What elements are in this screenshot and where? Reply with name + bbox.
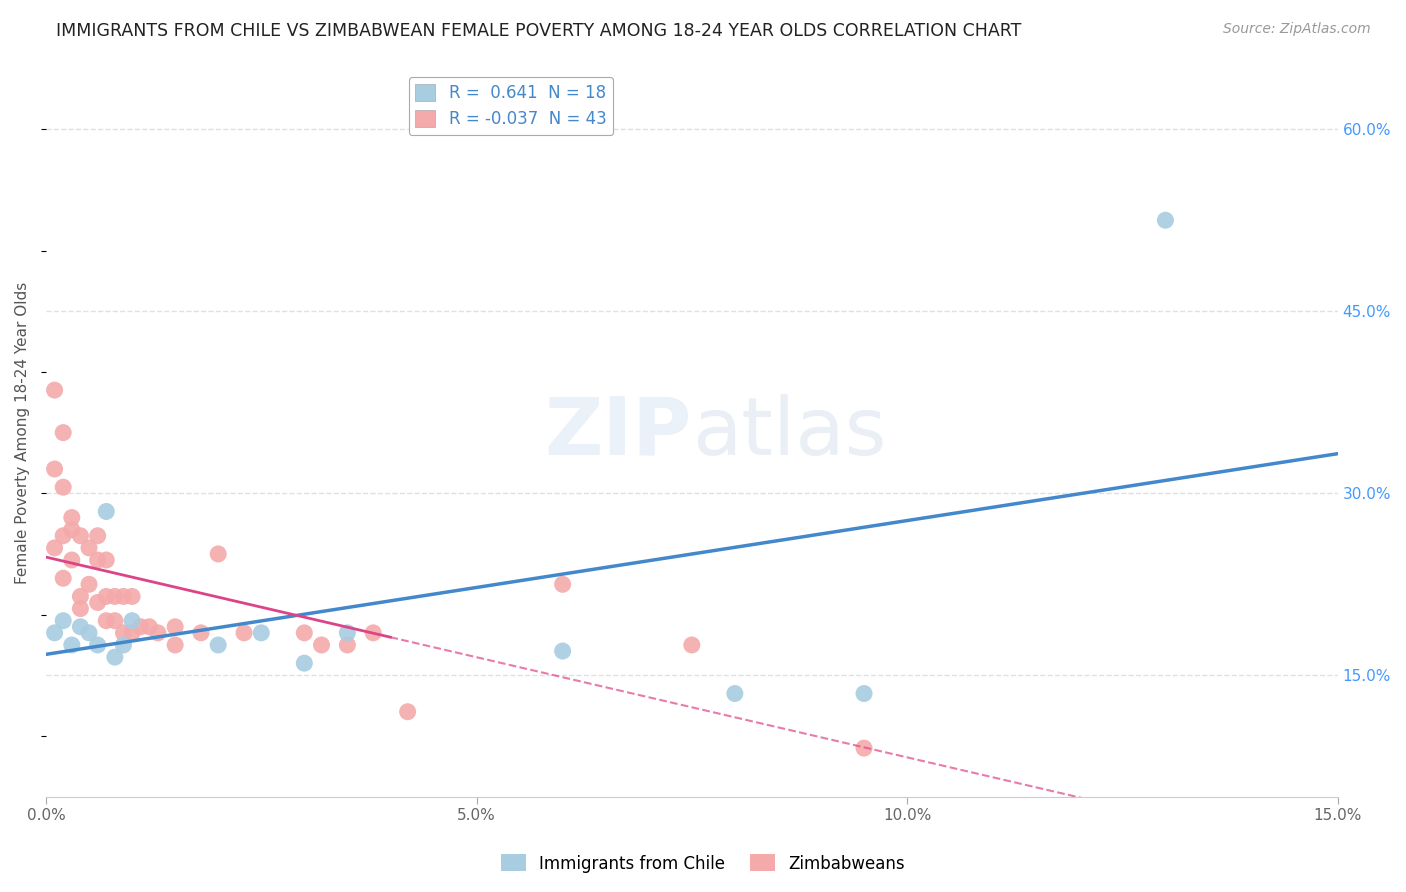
Point bbox=[96, 614, 118, 628]
Point bbox=[165, 620, 187, 634]
Point bbox=[96, 504, 118, 518]
Point bbox=[86, 553, 108, 567]
Point bbox=[121, 625, 143, 640]
Point bbox=[60, 638, 83, 652]
Point bbox=[60, 553, 83, 567]
Point bbox=[165, 638, 187, 652]
Point bbox=[86, 595, 108, 609]
Text: Source: ZipAtlas.com: Source: ZipAtlas.com bbox=[1223, 22, 1371, 37]
Point bbox=[52, 425, 75, 440]
Point bbox=[44, 541, 66, 555]
Point bbox=[60, 523, 83, 537]
Point bbox=[104, 590, 127, 604]
Point bbox=[336, 625, 359, 640]
Point bbox=[361, 625, 384, 640]
Point bbox=[86, 638, 108, 652]
Point bbox=[146, 625, 169, 640]
Point bbox=[96, 590, 118, 604]
Point bbox=[69, 590, 91, 604]
Point bbox=[112, 590, 135, 604]
Point bbox=[336, 638, 359, 652]
Point bbox=[44, 462, 66, 476]
Point bbox=[69, 601, 91, 615]
Point bbox=[52, 480, 75, 494]
Point bbox=[69, 620, 91, 634]
Y-axis label: Female Poverty Among 18-24 Year Olds: Female Poverty Among 18-24 Year Olds bbox=[15, 282, 30, 583]
Point bbox=[853, 686, 876, 700]
Text: IMMIGRANTS FROM CHILE VS ZIMBABWEAN FEMALE POVERTY AMONG 18-24 YEAR OLDS CORRELA: IMMIGRANTS FROM CHILE VS ZIMBABWEAN FEMA… bbox=[56, 22, 1022, 40]
Text: atlas: atlas bbox=[692, 393, 886, 472]
Point bbox=[112, 638, 135, 652]
Point bbox=[138, 620, 160, 634]
Point bbox=[77, 541, 100, 555]
Point bbox=[121, 614, 143, 628]
Point bbox=[44, 625, 66, 640]
Point bbox=[52, 614, 75, 628]
Point bbox=[121, 590, 143, 604]
Point bbox=[853, 741, 876, 756]
Point bbox=[52, 529, 75, 543]
Point bbox=[129, 620, 152, 634]
Point bbox=[77, 625, 100, 640]
Point bbox=[311, 638, 333, 652]
Point bbox=[396, 705, 419, 719]
Point bbox=[292, 625, 315, 640]
Point bbox=[60, 510, 83, 524]
Point bbox=[69, 529, 91, 543]
Text: ZIP: ZIP bbox=[544, 393, 692, 472]
Legend: Immigrants from Chile, Zimbabweans: Immigrants from Chile, Zimbabweans bbox=[494, 847, 912, 880]
Point bbox=[96, 553, 118, 567]
Point bbox=[681, 638, 703, 652]
Point bbox=[77, 577, 100, 591]
Point bbox=[724, 686, 747, 700]
Point bbox=[52, 571, 75, 585]
Point bbox=[190, 625, 212, 640]
Point bbox=[207, 638, 229, 652]
Point bbox=[292, 656, 315, 670]
Point bbox=[44, 383, 66, 397]
Point bbox=[233, 625, 256, 640]
Legend: R =  0.641  N = 18, R = -0.037  N = 43: R = 0.641 N = 18, R = -0.037 N = 43 bbox=[409, 77, 613, 135]
Point bbox=[104, 614, 127, 628]
Point bbox=[207, 547, 229, 561]
Point bbox=[112, 625, 135, 640]
Point bbox=[551, 644, 574, 658]
Point bbox=[104, 650, 127, 665]
Point bbox=[551, 577, 574, 591]
Point bbox=[1154, 213, 1177, 227]
Point bbox=[86, 529, 108, 543]
Point bbox=[250, 625, 273, 640]
